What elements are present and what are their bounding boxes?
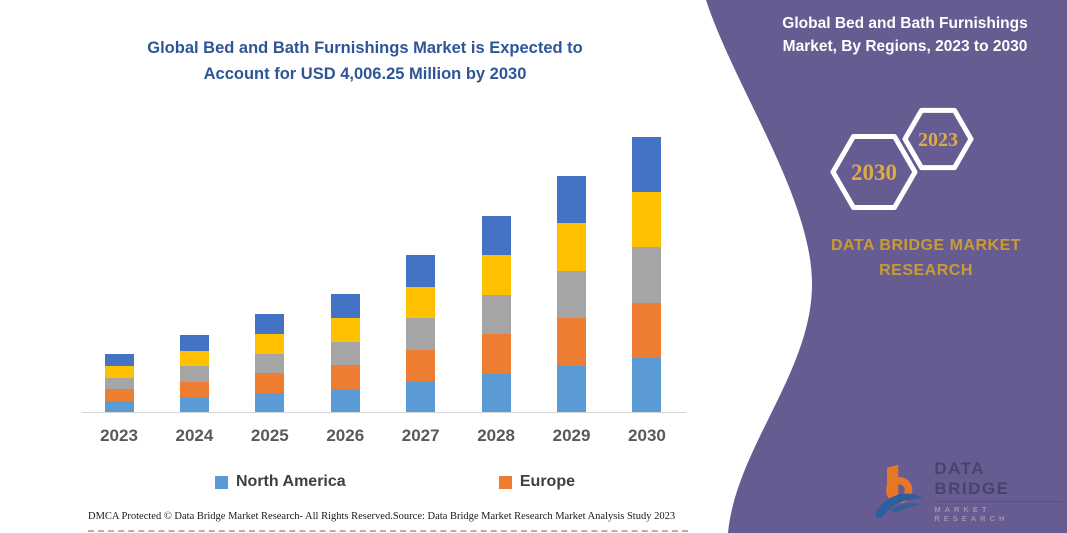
segment-region-3-2023 <box>104 377 134 390</box>
segment-region-3-2030 <box>632 247 662 303</box>
bar-slot-2024 <box>171 335 217 413</box>
segment-region-3-2028 <box>481 294 511 335</box>
purple-panel-shape <box>706 0 1067 533</box>
chart-legend: North America Europe <box>215 473 575 491</box>
dbmr-logo-text: DATA BRIDGE MARKET RESEARCH <box>934 459 1062 523</box>
segment-region-3-2025 <box>255 353 285 374</box>
stacked-bar-2027 <box>406 255 436 413</box>
page-title: Global Bed and Bath Furnishings Market i… <box>147 39 583 83</box>
segment-region-4-2029 <box>557 223 587 271</box>
legend-swatch-north-america <box>215 475 228 489</box>
bar-slot-2029 <box>549 176 595 413</box>
brand-name: DATA BRIDGE MARKET RESEARCH <box>830 237 1022 279</box>
segment-region-5-2026 <box>330 294 360 318</box>
segment-europe-2026 <box>330 365 360 390</box>
dbmr-logo-subtitle: MARKET RESEARCH <box>934 505 1009 523</box>
footer-source-text: Source: Data Bridge Market Research Mark… <box>392 511 676 522</box>
x-tick-label-2029: 2029 <box>552 426 591 445</box>
segment-region-5-2027 <box>406 255 436 287</box>
segment-europe-2027 <box>406 349 436 382</box>
legend-label-europe: Europe <box>519 473 575 490</box>
stacked-bar-2028 <box>481 216 511 413</box>
segment-region-4-2028 <box>481 255 511 295</box>
bar-slot-2028 <box>473 216 519 413</box>
bars-container <box>96 120 670 413</box>
segment-region-4-2023 <box>104 365 134 378</box>
dbmr-logo-title: DATA BRIDGE <box>934 459 1062 502</box>
year-hexagon-badges: 2023 2030 <box>830 107 974 210</box>
segment-europe-2024 <box>179 381 209 398</box>
dbmr-logo-icon <box>875 464 924 519</box>
stacked-bar-2025 <box>255 314 285 413</box>
segment-region-5-2024 <box>179 335 209 351</box>
segment-region-4-2027 <box>406 286 436 319</box>
legend-item-europe: Europe <box>498 473 575 491</box>
segment-north-america-2026 <box>330 389 360 413</box>
bar-slot-2027 <box>398 255 444 413</box>
segment-europe-2030 <box>632 302 662 358</box>
legend-label-north-america: North America <box>236 473 346 490</box>
x-axis-labels: 2023 2024 2025 2026 2027 2028 2029 2030 <box>96 426 670 446</box>
bar-slot-2023 <box>96 354 142 413</box>
stacked-bar-2026 <box>330 294 360 413</box>
bar-slot-2030 <box>624 137 670 413</box>
segment-europe-2029 <box>557 318 587 366</box>
segment-europe-2023 <box>104 389 134 402</box>
segment-region-5-2025 <box>255 314 285 334</box>
segment-region-3-2024 <box>179 366 209 382</box>
x-tick-label-2024: 2024 <box>175 426 214 445</box>
segment-region-4-2024 <box>179 350 209 367</box>
segment-region-5-2028 <box>481 216 511 256</box>
segment-region-3-2026 <box>330 341 360 366</box>
x-tick-label-2027: 2027 <box>401 426 440 445</box>
stacked-bar-2024 <box>179 335 209 413</box>
x-tick-label-2026: 2026 <box>326 426 365 445</box>
bar-slot-2025 <box>247 314 293 413</box>
chart-plot-area: 2023 2024 2025 2026 2027 2028 2029 2030 <box>82 120 686 445</box>
segment-north-america-2027 <box>406 381 436 413</box>
segment-europe-2028 <box>481 334 511 374</box>
x-axis-line <box>82 412 686 413</box>
stacked-bar-2023 <box>104 354 134 413</box>
panel-title: Global Bed and Bath Furnishings Market, … <box>782 15 1028 56</box>
segment-europe-2025 <box>255 373 285 394</box>
segment-north-america-2030 <box>632 357 662 413</box>
hexagon-2030 <box>830 134 918 210</box>
hexagon-year-2030: 2030 <box>851 160 897 185</box>
bottom-dashed-divider <box>88 530 688 532</box>
x-tick-label-2025: 2025 <box>250 426 289 445</box>
segment-north-america-2025 <box>255 393 285 413</box>
x-tick-label-2030: 2030 <box>628 426 666 445</box>
dbmr-logo: DATA BRIDGE MARKET RESEARCH <box>872 458 1062 524</box>
segment-north-america-2024 <box>179 397 209 413</box>
stacked-bar-2029 <box>557 176 587 413</box>
segment-region-5-2030 <box>632 137 662 193</box>
segment-north-america-2028 <box>481 373 511 413</box>
segment-north-america-2023 <box>104 401 134 413</box>
bar-slot-2026 <box>322 294 368 413</box>
footer-dmca-text: DMCA Protected © Data Bridge Market Rese… <box>88 511 393 522</box>
segment-region-4-2026 <box>330 317 360 342</box>
segment-region-5-2023 <box>104 354 134 366</box>
x-tick-label-2023: 2023 <box>100 426 138 445</box>
hexagon-2023 <box>902 107 974 171</box>
segment-region-4-2030 <box>632 192 662 248</box>
segment-region-4-2025 <box>255 333 285 354</box>
hexagon-year-2023: 2023 <box>918 129 958 151</box>
segment-region-5-2029 <box>557 176 587 224</box>
stacked-bar-2030 <box>632 137 662 413</box>
footer: DMCA Protected © Data Bridge Market Rese… <box>88 511 676 522</box>
segment-region-3-2027 <box>406 318 436 350</box>
x-tick-label-2028: 2028 <box>477 426 516 445</box>
segment-region-3-2029 <box>557 270 587 319</box>
legend-item-north-america: North America <box>215 473 346 491</box>
segment-north-america-2029 <box>557 365 587 413</box>
legend-swatch-europe <box>498 475 512 489</box>
